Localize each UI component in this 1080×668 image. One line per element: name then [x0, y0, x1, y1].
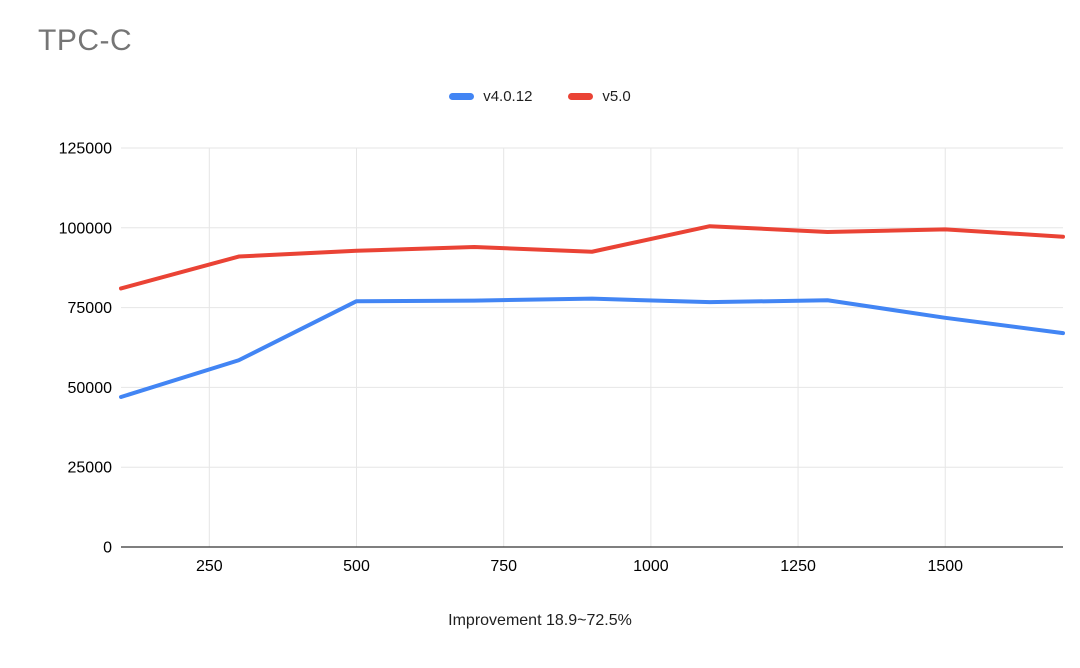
- y-tick-label: 125000: [59, 141, 112, 158]
- x-tick-label: 1000: [633, 558, 669, 575]
- legend: v4.0.12 v5.0: [0, 88, 1080, 105]
- y-tick-label: 50000: [68, 380, 113, 397]
- y-tick-label: 100000: [59, 220, 112, 237]
- y-tick-label: 75000: [68, 300, 113, 317]
- series-line-v4.0.12: [119, 296, 1065, 399]
- legend-item-v50: v5.0: [568, 88, 631, 105]
- x-tick-label: 500: [343, 558, 370, 575]
- series-line-v5.0: [119, 224, 1065, 291]
- x-tick-label: 750: [490, 558, 517, 575]
- x-axis-title: Improvement 18.9~72.5%: [448, 612, 632, 629]
- y-tick-label: 0: [103, 540, 112, 557]
- legend-item-v4012: v4.0.12: [449, 88, 532, 105]
- y-tick-label: 25000: [68, 460, 113, 477]
- legend-swatch-blue-icon: [449, 93, 475, 100]
- legend-label-v50: v5.0: [602, 88, 631, 105]
- x-tick-label: 1250: [780, 558, 816, 575]
- legend-label-v4012: v4.0.12: [483, 88, 533, 105]
- chart-title: TPC-C: [38, 24, 133, 57]
- x-tick-label: 250: [196, 558, 223, 575]
- legend-swatch-red-icon: [568, 93, 594, 100]
- x-tick-label: 1500: [927, 558, 963, 575]
